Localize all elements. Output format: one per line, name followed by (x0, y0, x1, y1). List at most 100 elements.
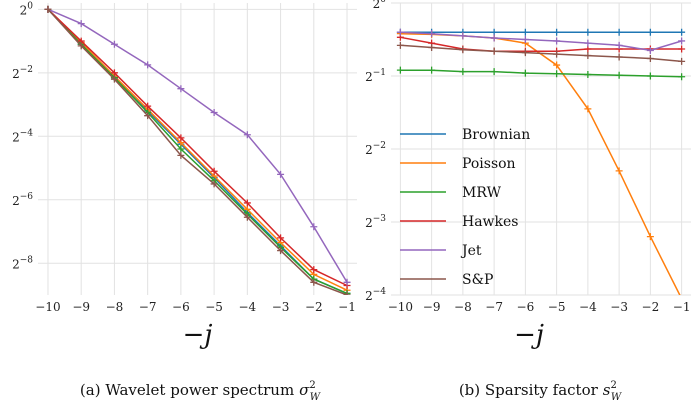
x-tick-label: −3 (610, 300, 628, 314)
caption: (b) Sparsity factor s2 W (459, 380, 622, 403)
caption-superscript: 2 (309, 380, 315, 391)
caption-subscript: W (611, 392, 622, 403)
x-tick-label: −6 (517, 300, 535, 314)
x-tick-label: −9 (423, 300, 441, 314)
x-tick-label: −7 (139, 300, 157, 314)
data-point-jet (459, 32, 467, 40)
data-point-hawkes (277, 234, 285, 242)
series-line-hawkes (400, 36, 682, 52)
y-tick-base: 2 (365, 216, 373, 230)
data-point-s-p (310, 278, 318, 286)
legend-label-mrw: MRW (462, 185, 502, 201)
data-point-hawkes (210, 167, 218, 175)
legend-label-poisson: Poisson (462, 156, 516, 172)
y-tick-exponent: 0 (27, 1, 33, 11)
data-point-mrw (646, 72, 654, 80)
x-tick-label: −10 (388, 300, 413, 314)
data-point-mrw (428, 66, 436, 74)
legend-label-s-p: S&P (462, 272, 493, 288)
data-point-poisson (553, 61, 561, 69)
y-tick-exponent: −6 (20, 192, 34, 202)
data-point-s-p (396, 41, 404, 49)
data-point-s-p (44, 5, 52, 13)
x-axis-label: −j (183, 320, 213, 350)
data-point-s-p (110, 75, 118, 83)
y-tick-base: 2 (365, 289, 373, 303)
x-tick-label: −2 (305, 300, 323, 314)
y-tick-exponent: 0 (380, 0, 386, 5)
data-point-jet (646, 46, 654, 54)
data-point-brownian (615, 28, 623, 36)
caption-symbol: s (603, 381, 611, 399)
y-tick-label: 2−4 (12, 128, 33, 144)
series-line-jet (400, 31, 682, 52)
y-tick-exponent: −4 (20, 128, 34, 138)
data-point-jet (490, 34, 498, 42)
y-tick-label: 2−4 (365, 287, 386, 303)
data-point-jet (144, 61, 152, 69)
x-tick-label: −10 (35, 300, 60, 314)
caption-subscript: W (310, 392, 321, 403)
data-point-mrw (678, 73, 686, 81)
series-line-hawkes (47, 8, 348, 287)
y-tick-base: 2 (365, 143, 373, 157)
data-point-jet (615, 41, 623, 49)
x-axis-label: −j (514, 320, 544, 350)
y-tick-label: 2−2 (365, 141, 386, 157)
y-tick-label: 20 (20, 1, 34, 17)
panel-sparsity-factor: −10 −9 −8 −7 −6 −5 −4 −3 −2 −1202−12−22−32−4−jBro… (365, 0, 691, 403)
data-point-jet (177, 85, 185, 93)
x-tick-label: −8 (106, 300, 124, 314)
data-point-brownian (584, 28, 592, 36)
data-point-s-p (678, 57, 686, 65)
data-point-jet (396, 28, 404, 36)
data-point-s-p (428, 44, 436, 52)
data-point-jet (584, 39, 592, 47)
y-tick-base: 2 (12, 257, 20, 271)
data-point-brownian (490, 28, 498, 36)
series-line-poisson (47, 8, 348, 291)
data-point-jet (678, 37, 686, 45)
series-line-mrw (400, 69, 682, 78)
data-point-s-p (243, 213, 251, 221)
data-point-s-p (521, 49, 529, 57)
data-point-s-p (210, 180, 218, 188)
data-point-mrw (177, 145, 185, 153)
data-point-s-p (459, 46, 467, 54)
data-point-mrw (615, 71, 623, 79)
data-point-s-p (77, 42, 85, 50)
x-tick-label: −5 (548, 300, 566, 314)
data-point-s-p (277, 247, 285, 255)
data-point-hawkes (243, 199, 251, 207)
legend-label-jet: Jet (460, 243, 482, 259)
series-group (396, 28, 686, 295)
data-point-jet (521, 36, 529, 43)
data-point-mrw (396, 66, 404, 74)
data-point-jet (77, 20, 85, 28)
data-point-s-p (177, 151, 185, 159)
y-tick-base: 2 (365, 70, 373, 84)
y-tick-label: 2−1 (365, 68, 386, 84)
y-tick-exponent: −1 (373, 68, 386, 78)
data-point-jet (110, 40, 118, 48)
y-tick-label: 2−6 (12, 192, 33, 208)
data-point-jet (277, 170, 285, 178)
data-point-hawkes (678, 45, 686, 53)
x-tick-label: −3 (272, 300, 290, 314)
series-line-s-p (400, 44, 682, 63)
data-point-s-p (490, 47, 498, 55)
y-tick-base: 2 (12, 194, 20, 208)
caption-prefix: (a) Wavelet power spectrum (80, 381, 294, 399)
y-tick-base: 2 (20, 3, 28, 17)
data-point-brownian (646, 28, 654, 36)
data-point-s-p (144, 112, 152, 120)
data-point-s-p (615, 53, 623, 61)
series-line-jet (47, 8, 348, 283)
x-tick-label: −1 (673, 300, 691, 314)
data-point-brownian (553, 28, 561, 36)
data-point-hawkes (177, 134, 185, 142)
data-point-hawkes (144, 102, 152, 110)
data-point-brownian (521, 28, 529, 36)
x-tick-label: −8 (454, 300, 472, 314)
y-tick-exponent: −8 (20, 255, 34, 265)
